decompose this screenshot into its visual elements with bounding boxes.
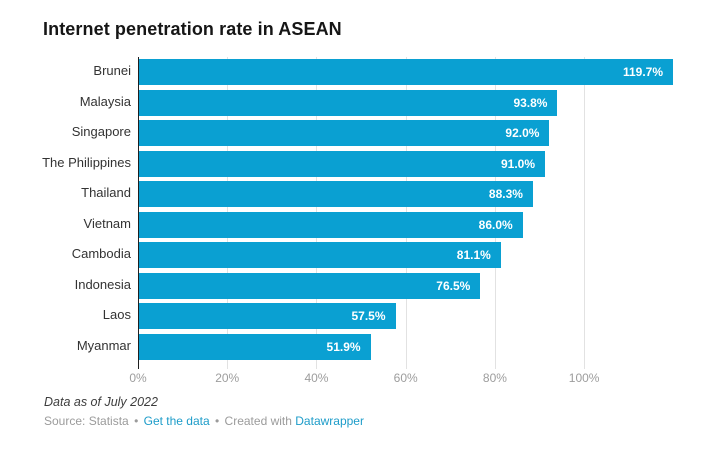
category-label: Malaysia (79, 93, 131, 109)
bar-row: Thailand 88.3% (81, 179, 718, 210)
separator-dot: • (215, 414, 220, 428)
bar: 93.8% (139, 89, 558, 116)
category-label: Cambodia (71, 246, 131, 261)
category-label: Vietnam (83, 215, 131, 231)
bar-row: Cambodia 81.1% (72, 240, 718, 271)
bar-row: Indonesia 76.5% (75, 271, 718, 302)
bar-value-label: 93.8% (513, 95, 548, 110)
x-tick-label: 20% (215, 371, 240, 385)
bar: 91.0% (139, 150, 545, 177)
bar-value-label: 92.0% (505, 126, 540, 140)
category-label: Myanmar (76, 337, 131, 353)
bar-row: Malaysia 93.8% (80, 88, 718, 119)
plot-area: 0% 20% 40% 60% 80% 100% Brunei 119.7% Malaysia 93… (42, 57, 718, 385)
bar: 92.0% (139, 120, 550, 146)
bar: 119.7% (139, 59, 674, 85)
x-tick-label: 80% (482, 371, 507, 385)
x-tick-label: 40% (304, 371, 329, 385)
separator-dot: • (134, 414, 139, 428)
bar-value-label: 91.0% (500, 156, 535, 171)
bar-value-label: 119.7% (622, 65, 664, 79)
bar-value-label: 81.1% (456, 248, 491, 262)
bar: 88.3% (139, 181, 533, 207)
bar: 76.5% (139, 272, 481, 299)
x-axis-line (138, 57, 139, 369)
data-note: Data as of July 2022 (44, 395, 158, 409)
bar: 86.0% (139, 211, 523, 238)
category-label: Indonesia (74, 276, 131, 292)
category-label: Thailand (81, 185, 131, 200)
source-text: Source: Statista (44, 414, 129, 428)
category-label: Laos (102, 307, 131, 322)
bar: 57.5% (139, 303, 396, 329)
bar-value-label: 76.5% (436, 278, 471, 293)
datawrapper-link[interactable]: Datawrapper (295, 414, 364, 428)
chart-footer: Data as of July 2022 Source: Statista • … (44, 395, 364, 428)
get-the-data-link[interactable]: Get the data (143, 414, 210, 428)
bar-row: Myanmar 51.9% (77, 332, 718, 363)
bar: 51.9% (139, 333, 371, 360)
bar-row: Vietnam 86.0% (84, 210, 718, 241)
x-tick-label: 100% (568, 371, 600, 385)
x-tick-label: 60% (393, 371, 418, 385)
bar-row: Brunei 119.7% (93, 57, 718, 88)
category-label: Singapore (71, 124, 131, 139)
chart-title: Internet penetration rate in ASEAN (43, 19, 342, 39)
source-line: Source: Statista • Get the data • Create… (44, 414, 364, 428)
gridline (584, 57, 586, 369)
bar-row: The Philippines 91.0% (42, 149, 718, 180)
created-with-text: Created with (224, 414, 292, 428)
bar-value-label: 88.3% (488, 187, 523, 201)
category-label: Brunei (93, 63, 131, 78)
bar-value-label: 51.9% (326, 339, 361, 354)
bar-row: Laos 57.5% (103, 301, 718, 332)
category-label: The Philippines (42, 154, 131, 170)
bar: 81.1% (139, 242, 501, 268)
bar-value-label: 86.0% (478, 217, 513, 232)
bar-row: Singapore 92.0% (72, 118, 718, 149)
x-tick-label: 0% (129, 371, 147, 385)
bar-value-label: 57.5% (351, 309, 386, 323)
